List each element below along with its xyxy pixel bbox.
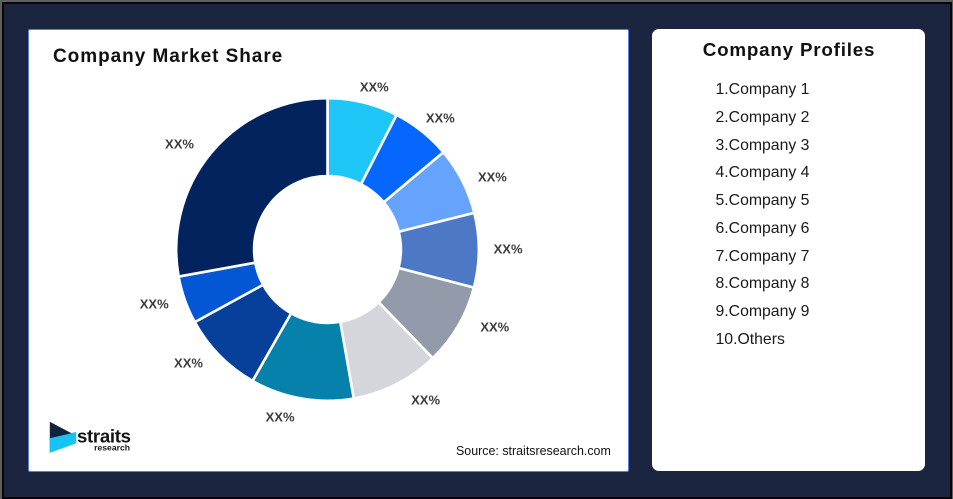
svg-text:straits: straits [77, 426, 131, 447]
svg-text:research: research [94, 443, 130, 453]
